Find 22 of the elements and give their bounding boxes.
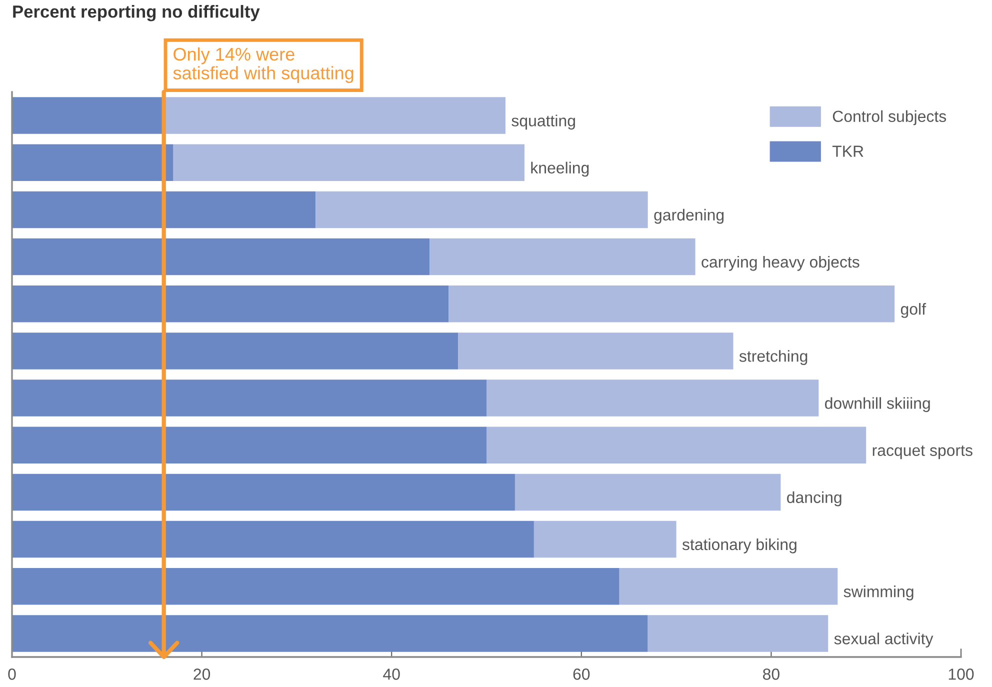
y-tick-label: carrying heavy objects [702, 256, 860, 271]
ref-line-label: Only 14% were satisfied with squatting [173, 47, 354, 83]
y-tick-label: racquet sports [872, 446, 972, 460]
y-tick-label: stretching [739, 350, 808, 365]
y-tick-label: dancing [787, 491, 842, 506]
x-tick-label: 20 [194, 668, 210, 680]
y-tick-label: squatting [512, 114, 575, 130]
x-tick-label: 80 [763, 668, 780, 680]
y-tick-label: golf [900, 303, 926, 318]
x-tick-label: 60 [573, 668, 590, 680]
x-tick-label: 40 [383, 668, 400, 680]
y-tick-label: swimming [844, 586, 914, 600]
y-tick-label: stationary biking [682, 538, 796, 554]
legend-label: Control subjects [832, 110, 946, 126]
y-tick-label: kneeling [531, 162, 589, 177]
x-tick-label: 100 [948, 668, 974, 680]
y-tick-label: downhill skiiing [825, 397, 930, 412]
legend-label: TKR [832, 146, 864, 157]
chart-title: Percent reporting no difficulty [13, 5, 260, 22]
y-tick-label: gardening [654, 208, 724, 224]
y-tick-label: sexual activity [834, 632, 934, 648]
x-tick-label: 0 [8, 668, 16, 680]
